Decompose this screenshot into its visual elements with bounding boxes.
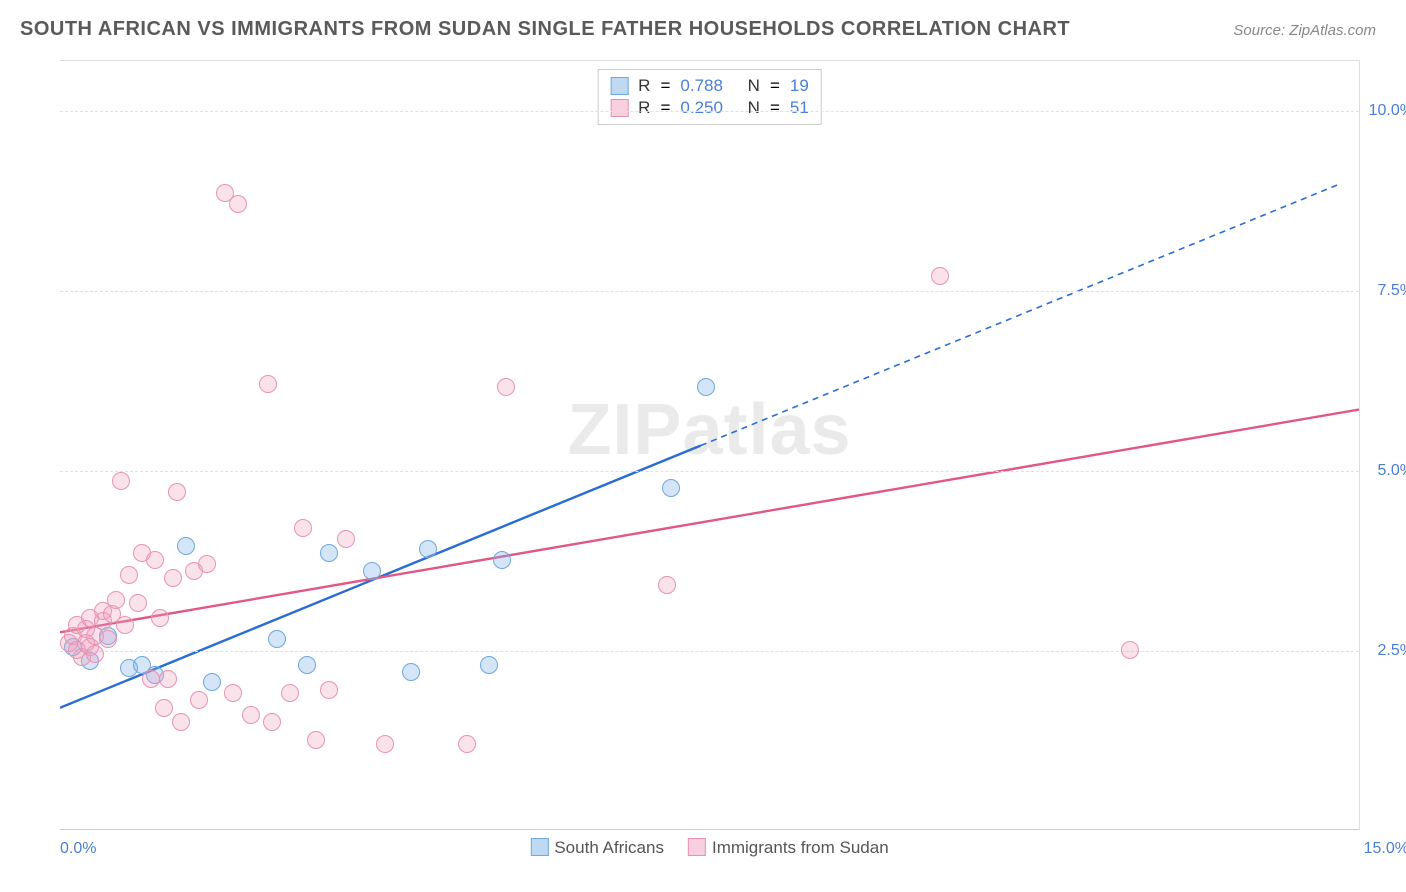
chart-title: SOUTH AFRICAN VS IMMIGRANTS FROM SUDAN S…: [20, 18, 1070, 41]
data-point: [129, 594, 147, 612]
data-point: [497, 378, 515, 396]
data-point: [203, 673, 221, 691]
legend-swatch-pink: [610, 99, 628, 117]
data-point: [658, 576, 676, 594]
data-point: [86, 645, 104, 663]
trendline-extrapolation: [701, 183, 1342, 445]
legend-row: R = 0.250 N = 51: [610, 98, 809, 118]
data-point: [172, 713, 190, 731]
trendline: [60, 410, 1359, 633]
series-legend: South Africans Immigrants from Sudan: [530, 838, 888, 858]
data-point: [298, 656, 316, 674]
data-point: [224, 684, 242, 702]
data-point: [155, 699, 173, 717]
legend-swatch-blue: [610, 77, 628, 95]
chart-container: SOUTH AFRICAN VS IMMIGRANTS FROM SUDAN S…: [0, 0, 1406, 892]
data-point: [142, 670, 160, 688]
source-prefix: Source:: [1233, 22, 1289, 39]
gridline: [60, 471, 1359, 472]
data-point: [151, 609, 169, 627]
x-tick-min: 0.0%: [60, 840, 96, 858]
data-point: [294, 519, 312, 537]
data-point: [268, 630, 286, 648]
gridline: [60, 651, 1359, 652]
legend-n-label: N: [748, 76, 760, 96]
data-point: [376, 735, 394, 753]
legend-swatch-blue: [530, 838, 548, 856]
data-point: [493, 551, 511, 569]
data-point: [281, 684, 299, 702]
data-point: [662, 479, 680, 497]
data-point: [263, 713, 281, 731]
y-tick-label: 2.5%: [1378, 642, 1406, 660]
data-point: [458, 735, 476, 753]
source-attribution: Source: ZipAtlas.com: [1233, 22, 1376, 39]
plot-area: ZIPatlas R = 0.788 N = 19 R = 0.250 N =: [60, 60, 1360, 830]
data-point: [177, 537, 195, 555]
data-point: [242, 706, 260, 724]
x-axis-line: [60, 829, 1359, 830]
data-point: [697, 378, 715, 396]
series-legend-item: Immigrants from Sudan: [688, 838, 889, 858]
data-point: [1121, 641, 1139, 659]
data-point: [146, 551, 164, 569]
series-label: Immigrants from Sudan: [712, 838, 889, 857]
data-point: [320, 681, 338, 699]
data-point: [116, 616, 134, 634]
data-point: [363, 562, 381, 580]
data-point: [419, 540, 437, 558]
data-point: [99, 630, 117, 648]
data-point: [112, 472, 130, 490]
data-point: [159, 670, 177, 688]
data-point: [120, 566, 138, 584]
legend-r-value: 0.250: [680, 98, 723, 118]
legend-n-value: 19: [790, 76, 809, 96]
legend-row: R = 0.788 N = 19: [610, 76, 809, 96]
y-tick-label: 5.0%: [1378, 462, 1406, 480]
data-point: [198, 555, 216, 573]
data-point: [402, 663, 420, 681]
gridline: [60, 291, 1359, 292]
correlation-legend: R = 0.788 N = 19 R = 0.250 N = 51: [597, 69, 822, 125]
legend-r-value: 0.788: [680, 76, 723, 96]
data-point: [190, 691, 208, 709]
x-tick-max: 15.0%: [1364, 840, 1406, 858]
data-point: [107, 591, 125, 609]
legend-n-value: 51: [790, 98, 809, 118]
legend-swatch-pink: [688, 838, 706, 856]
y-tick-label: 10.0%: [1369, 102, 1406, 120]
gridline: [60, 111, 1359, 112]
legend-r-label: R: [638, 98, 650, 118]
data-point: [931, 267, 949, 285]
data-point: [164, 569, 182, 587]
series-legend-item: South Africans: [530, 838, 664, 858]
data-point: [307, 731, 325, 749]
data-point: [480, 656, 498, 674]
watermark-text: ZIPatlas: [567, 389, 851, 471]
data-point: [229, 195, 247, 213]
source-link[interactable]: ZipAtlas.com: [1289, 22, 1376, 39]
data-point: [168, 483, 186, 501]
data-point: [320, 544, 338, 562]
data-point: [259, 375, 277, 393]
legend-n-label: N: [748, 98, 760, 118]
legend-r-label: R: [638, 76, 650, 96]
series-label: South Africans: [554, 838, 664, 857]
data-point: [337, 530, 355, 548]
y-tick-label: 7.5%: [1378, 282, 1406, 300]
